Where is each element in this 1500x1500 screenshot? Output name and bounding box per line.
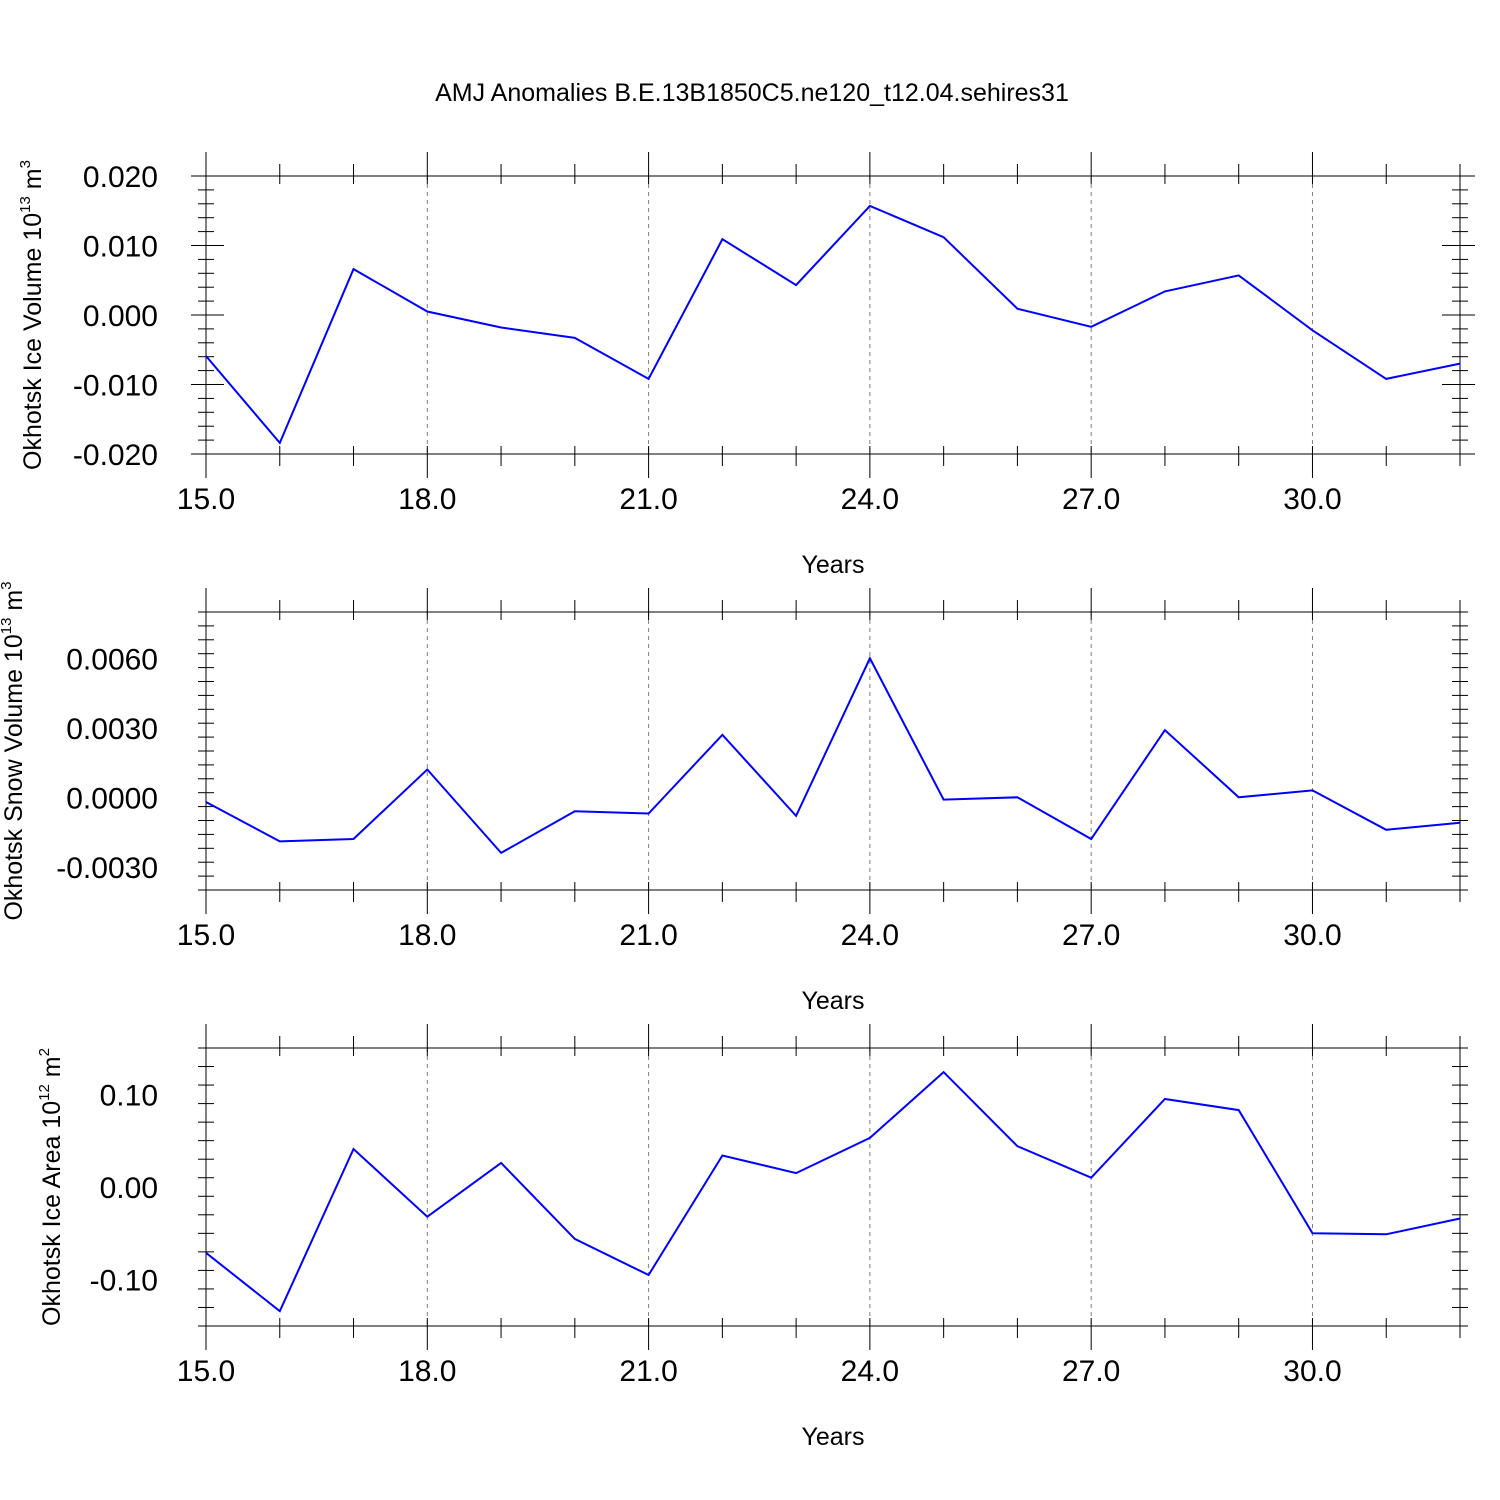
- y-axis-title-ylabel-unit-exp: 2: [36, 1048, 53, 1056]
- y-axis-title-ylabel-unit: m: [0, 590, 28, 618]
- x-tick-label: 30.0: [1283, 919, 1341, 952]
- x-tick-label: 24.0: [841, 483, 899, 516]
- panel-snow-volume: 15.0 18.0 21.0 24.0 27.0 30.0 Years -0.0030 0.00…: [0, 581, 1468, 1015]
- y-axis-title-ylabel-unit: m: [19, 168, 47, 196]
- x-tick-label: 30.0: [1283, 483, 1341, 516]
- y-axis-title-ylabel-exp: 13: [0, 618, 15, 635]
- plot-frame: [205, 611, 1461, 891]
- y-tick-label: 0.010: [83, 231, 158, 264]
- y-axis-title-ylabel-unit-exp: 3: [0, 581, 15, 589]
- x-tick-label: 18.0: [398, 919, 456, 952]
- y-axis-title: Okhotsk Ice Area 1012 m2: [36, 1048, 66, 1326]
- x-tick-label: 24.0: [841, 1355, 899, 1388]
- x-tick-label: 21.0: [619, 483, 677, 516]
- x-tick-label: 15.0: [177, 919, 235, 952]
- panel-ice-volume: 15.0 18.0 21.0 24.0 27.0 30.0 Years -0.020 -0.01…: [17, 152, 1475, 579]
- series-line: [205, 656, 1461, 855]
- y-axis-title-ylabel-main: Okhotsk Ice Volume 10: [19, 213, 47, 470]
- x-tick-label: 18.0: [398, 1355, 456, 1388]
- y-tick-label: 0.0060: [66, 643, 158, 676]
- x-tick-label: 21.0: [619, 919, 677, 952]
- y-axis-title-ylabel-exp: 12: [36, 1084, 53, 1101]
- y-axis-title: Okhotsk Ice Volume 1013 m3: [17, 160, 47, 470]
- y-tick-label: -0.0030: [56, 852, 158, 885]
- y-tick-label: 0.10: [100, 1079, 158, 1112]
- y-tick-label: -0.020: [73, 439, 158, 472]
- x-tick-label: 18.0: [398, 483, 456, 516]
- y-tick-label: 0.0030: [66, 713, 158, 746]
- x-tick-label: 15.0: [177, 483, 235, 516]
- figure-title: AMJ Anomalies B.E.13B1850C5.ne120_t12.04…: [435, 79, 1069, 107]
- y-axis-title-ylabel-main: Okhotsk Snow Volume 10: [0, 634, 28, 920]
- x-axis-title: Years: [801, 987, 864, 1015]
- y-axis-title-ylabel-main: Okhotsk Ice Area 10: [38, 1101, 66, 1326]
- x-tick-label: 24.0: [841, 919, 899, 952]
- x-axis-title: Years: [801, 551, 864, 579]
- series-line: [205, 204, 1461, 445]
- y-tick-label: 0.000: [83, 300, 158, 333]
- y-tick-label: 0.00: [100, 1172, 158, 1205]
- y-tick-label: 0.020: [83, 161, 158, 194]
- plot-frame: [205, 175, 1461, 455]
- y-axis-title-ylabel-unit-exp: 3: [17, 160, 34, 168]
- x-tick-label: 27.0: [1062, 1355, 1120, 1388]
- panel-ice-area: 15.0 18.0 21.0 24.0 27.0 30.0 Years -0.10 0.00 0.…: [36, 1024, 1468, 1451]
- x-tick-label: 15.0: [177, 1355, 235, 1388]
- x-tick-label: 27.0: [1062, 919, 1120, 952]
- y-axis-title-ylabel-exp: 13: [17, 196, 34, 213]
- y-tick-label: -0.10: [90, 1265, 158, 1298]
- y-tick-label: 0.0000: [66, 782, 158, 815]
- y-axis-title: Okhotsk Snow Volume 1013 m3: [0, 581, 28, 920]
- x-axis-title: Years: [801, 1423, 864, 1451]
- x-tick-label: 30.0: [1283, 1355, 1341, 1388]
- x-tick-label: 21.0: [619, 1355, 677, 1388]
- y-axis-title-ylabel-unit: m: [38, 1056, 66, 1084]
- series-line: [205, 1070, 1461, 1313]
- x-tick-label: 27.0: [1062, 483, 1120, 516]
- y-tick-label: -0.010: [73, 370, 158, 403]
- plot-frame: [205, 1047, 1461, 1327]
